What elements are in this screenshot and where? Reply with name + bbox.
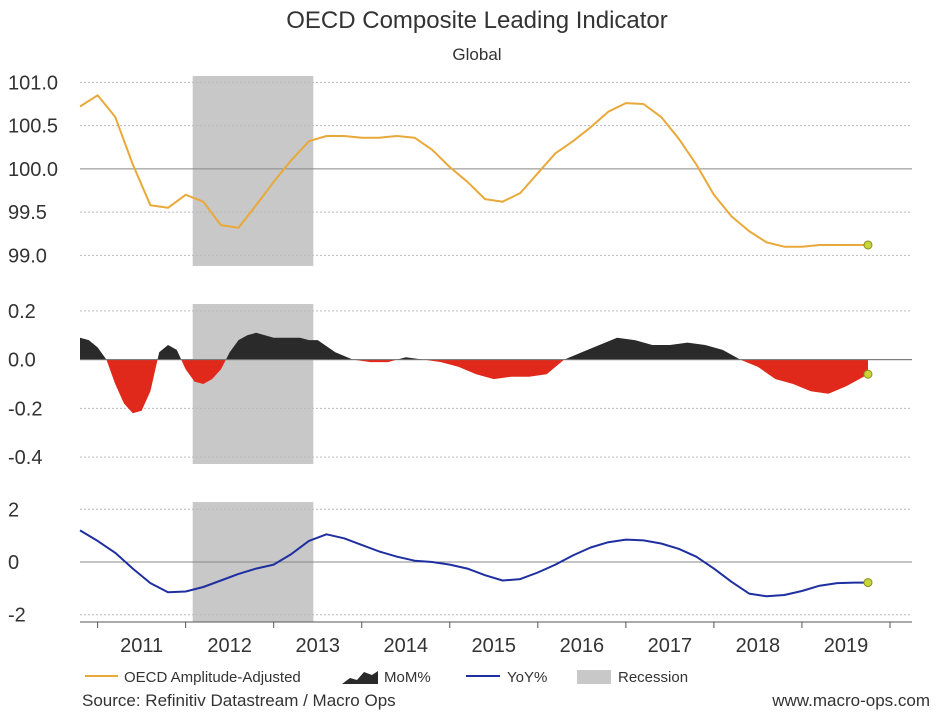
- x-tick-label: 2019: [824, 635, 869, 657]
- y-tick-label: 2: [8, 499, 19, 521]
- y-tick-label: -0.2: [8, 398, 42, 420]
- x-tick-label: 2012: [207, 635, 252, 657]
- legend: OECD Amplitude-Adjusted MoM% YoY% Recess…: [85, 669, 688, 686]
- x-tick-label: 2011: [120, 635, 163, 657]
- recession-band: [192, 304, 314, 464]
- y-tick-label: 100.5: [8, 116, 58, 138]
- x-tick-label: 2017: [648, 635, 693, 657]
- legend-yoy-label: YoY%: [507, 669, 547, 686]
- website-url: www.macro-ops.com: [771, 691, 930, 710]
- y-tick-label: 0.0: [8, 350, 36, 372]
- y-tick-label: 99.5: [8, 202, 47, 224]
- x-tick-label: 2014: [384, 635, 429, 657]
- x-tick-label: 2018: [736, 635, 781, 657]
- y-tick-label: 0.2: [8, 301, 36, 323]
- yoy-panel: -2 0 2: [8, 499, 912, 627]
- x-tick-label: 2015: [472, 635, 517, 657]
- recession-band: [192, 76, 314, 266]
- chart-subtitle: Global: [452, 45, 501, 64]
- cli-line: [79, 94, 868, 248]
- yoy-line: [79, 529, 868, 598]
- legend-recession-swatch: [577, 670, 611, 684]
- source-note: Source: Refinitiv Datastream / Macro Ops: [82, 691, 396, 710]
- x-tick-label: 2013: [295, 635, 340, 657]
- y-tick-label: 99.0: [8, 245, 47, 267]
- legend-recession-label: Recession: [618, 669, 688, 686]
- legend-mom-label: MoM%: [384, 669, 431, 686]
- mom-panel: -0.4 -0.2 0.0 0.2: [8, 301, 912, 469]
- y-tick-label: 101.0: [8, 72, 58, 94]
- yoy-endpoint-marker: [863, 578, 873, 588]
- mom-positive-area: [80, 332, 868, 360]
- cli-panel: 99.0 99.5 100.0 100.5 101.0: [8, 72, 912, 267]
- chart-title: OECD Composite Leading Indicator: [286, 7, 668, 34]
- y-tick-label: -0.4: [8, 447, 42, 469]
- legend-cli-label: OECD Amplitude-Adjusted: [124, 669, 301, 686]
- cli-endpoint-marker: [863, 240, 873, 250]
- y-tick-label: -2: [8, 605, 26, 627]
- mom-negative-area: [80, 359, 868, 414]
- y-tick-label: 100.0: [8, 159, 58, 181]
- mom-endpoint-marker: [863, 369, 873, 379]
- x-axis: 2011 2012 2013 2014 2015 2016 2017 2018 2019: [80, 621, 912, 657]
- legend-mom-swatch: [342, 671, 378, 684]
- x-tick-label: 2016: [560, 635, 605, 657]
- y-tick-label: 0: [8, 552, 19, 574]
